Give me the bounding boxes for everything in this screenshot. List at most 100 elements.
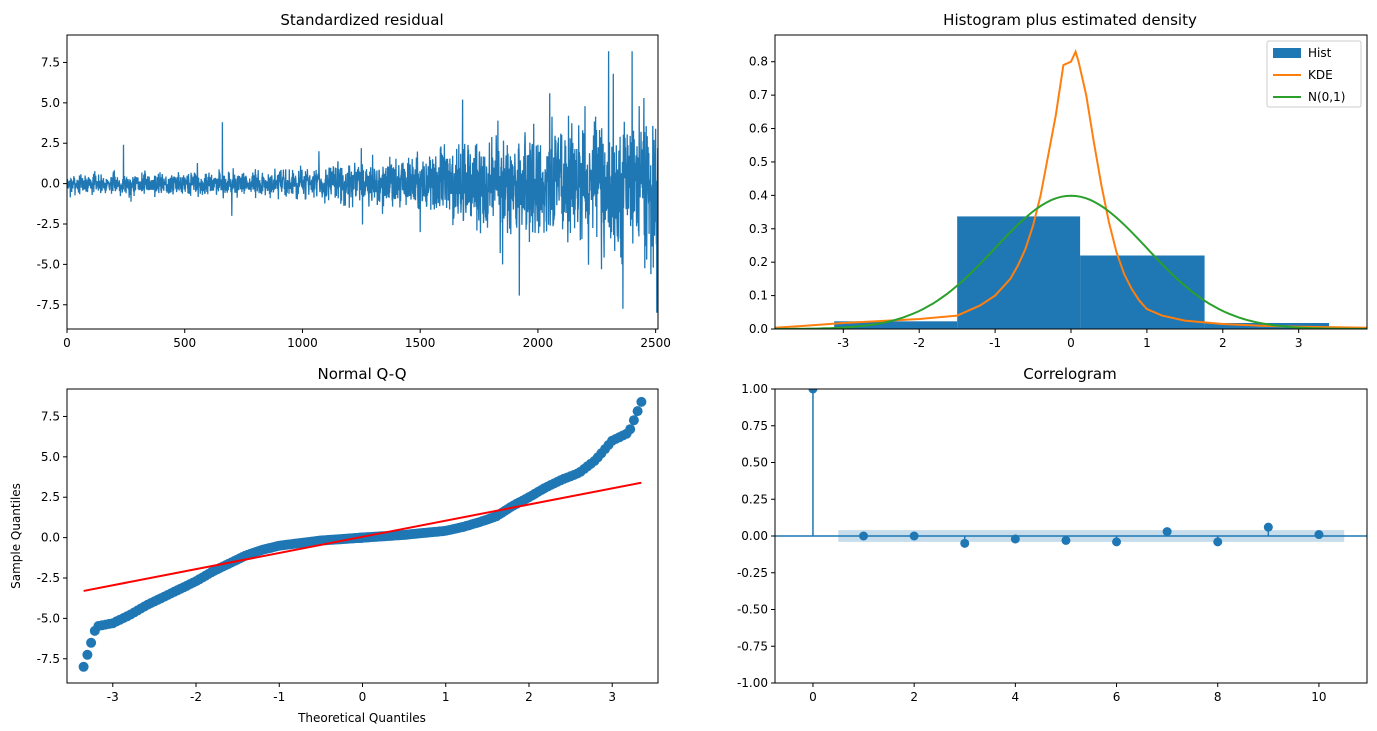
acf-marker bbox=[1314, 530, 1324, 540]
x-axis-label: Theoretical Quantiles bbox=[297, 711, 426, 725]
acf-marker bbox=[1162, 527, 1172, 537]
panel-histogram-density: Histogram plus estimated density -3 -2 -1 0… bbox=[749, 11, 1368, 350]
acf-marker bbox=[1112, 537, 1122, 547]
y-tick-label: 0.5 bbox=[749, 155, 768, 169]
x-tick-label: 4 bbox=[1012, 690, 1020, 704]
x-tick-label: 1 bbox=[442, 690, 450, 704]
y-tick-label: 0.8 bbox=[749, 55, 768, 69]
y-tick-label: 0.1 bbox=[749, 289, 768, 303]
y-tick-label: 0.0 bbox=[749, 322, 768, 336]
acf-marker bbox=[1213, 537, 1223, 547]
y-tick-label: -7.5 bbox=[37, 652, 60, 666]
acf-marker bbox=[808, 389, 818, 394]
y-tick-label: -2.5 bbox=[37, 571, 60, 585]
histogram-bar bbox=[1080, 255, 1205, 329]
y-tick-label: 7.5 bbox=[41, 409, 60, 423]
x-tick-label: 0 bbox=[1067, 336, 1075, 350]
y-tick-label: 0.50 bbox=[741, 456, 768, 470]
qq-point bbox=[625, 424, 636, 435]
acf-marker bbox=[859, 531, 869, 541]
axes-frame bbox=[66, 34, 659, 330]
x-tick-label: 2000 bbox=[523, 336, 554, 350]
legend-normal-label: N(0,1) bbox=[1308, 90, 1345, 104]
x-tick-label: 0 bbox=[63, 336, 71, 350]
x-tick-label: 500 bbox=[173, 336, 196, 350]
y-tick-label: 0.25 bbox=[741, 492, 768, 506]
qq-point bbox=[82, 649, 93, 660]
y-tick-label: -0.25 bbox=[737, 566, 768, 580]
x-tick-label: 2 bbox=[1219, 336, 1227, 350]
x-tick-label: -3 bbox=[837, 336, 849, 350]
y-tick-label: 5.0 bbox=[41, 450, 60, 464]
y-tick-label: 0.3 bbox=[749, 222, 768, 236]
y-tick-label: 1.00 bbox=[741, 382, 768, 396]
x-tick-label: 10 bbox=[1311, 690, 1326, 704]
x-tick-label: -2 bbox=[190, 690, 202, 704]
title-standardized-residual: Standardized residual bbox=[280, 11, 443, 29]
title-normal-qq: Normal Q-Q bbox=[317, 365, 406, 383]
y-tick-label: -0.50 bbox=[737, 603, 768, 617]
legend-kde-label: KDE bbox=[1308, 68, 1333, 82]
y-tick-label: -5.0 bbox=[37, 611, 60, 625]
title-histogram-density: Histogram plus estimated density bbox=[943, 11, 1197, 29]
panel-standardized-residual: Standardized residual 0 500 1000 1500 2000 25… bbox=[37, 11, 671, 350]
qq-point bbox=[636, 396, 647, 407]
y-tick-label: -1.00 bbox=[737, 676, 768, 690]
histogram-bar bbox=[957, 216, 1081, 329]
title-correlogram: Correlogram bbox=[1023, 365, 1116, 383]
x-tick-label: 1000 bbox=[287, 336, 318, 350]
x-tick-label: 2500 bbox=[640, 336, 671, 350]
legend-hist-swatch bbox=[1273, 48, 1301, 58]
y-tick-label: 7.5 bbox=[41, 55, 60, 69]
y-tick-label: 2.5 bbox=[41, 136, 60, 150]
x-tick-label: 3 bbox=[608, 690, 616, 704]
y-tick-label: -5.0 bbox=[37, 257, 60, 271]
y-tick-label: 0.00 bbox=[741, 529, 768, 543]
qq-point bbox=[632, 406, 643, 417]
x-tick-label: 0 bbox=[359, 690, 367, 704]
acf-marker bbox=[1263, 522, 1273, 532]
x-tick-label: -2 bbox=[913, 336, 925, 350]
qq-point bbox=[628, 415, 639, 426]
kde-line bbox=[775, 48, 1367, 329]
y-tick-label: 0.75 bbox=[741, 419, 768, 433]
panel-correlogram: Correlogram 0 2 4 6 8 10 -1.00 -0.75 -0.50 -0.25 0… bbox=[737, 365, 1368, 704]
y-tick-label: -0.75 bbox=[737, 639, 768, 653]
acf-marker bbox=[1010, 534, 1020, 544]
qq-reference-line bbox=[83, 481, 642, 592]
x-tick-label: 0 bbox=[809, 690, 817, 704]
legend: Hist KDE N(0,1) bbox=[1266, 40, 1362, 108]
y-tick-label: 0.4 bbox=[749, 188, 768, 202]
x-tick-label: 6 bbox=[1113, 690, 1121, 704]
x-tick-label: 2 bbox=[525, 690, 533, 704]
y-tick-label: 2.5 bbox=[41, 490, 60, 504]
x-tick-label: 1 bbox=[1143, 336, 1151, 350]
x-tick-label: 8 bbox=[1214, 690, 1222, 704]
y-tick-label: 0.0 bbox=[41, 531, 60, 545]
y-axis-label: Sample Quantiles bbox=[9, 483, 23, 589]
legend-hist-label: Hist bbox=[1308, 46, 1332, 60]
y-tick-label: 0.7 bbox=[749, 88, 768, 102]
residual-series-line bbox=[67, 51, 658, 313]
y-tick-label: -7.5 bbox=[37, 298, 60, 312]
x-tick-label: 1500 bbox=[405, 336, 436, 350]
x-tick-label: 2 bbox=[910, 690, 918, 704]
qq-point bbox=[78, 661, 89, 672]
panel-normal-qq: Normal Q-Q -3 -2 -1 0 1 2 3 -7.5 -5.0 -2.5 0.0 2.5 5… bbox=[9, 365, 659, 725]
y-tick-label: 0.0 bbox=[41, 177, 60, 191]
normal-pdf-line bbox=[775, 194, 1367, 329]
qq-point bbox=[86, 637, 97, 648]
histogram-bar bbox=[834, 321, 958, 329]
x-tick-label: -1 bbox=[273, 690, 285, 704]
x-tick-label: -1 bbox=[989, 336, 1001, 350]
y-tick-label: -2.5 bbox=[37, 217, 60, 231]
y-tick-label: 5.0 bbox=[41, 96, 60, 110]
acf-marker bbox=[960, 538, 970, 548]
y-tick-label: 0.6 bbox=[749, 122, 768, 136]
x-tick-label: 3 bbox=[1295, 336, 1303, 350]
acf-marker bbox=[1061, 535, 1071, 545]
y-tick-label: 0.2 bbox=[749, 255, 768, 269]
x-tick-label: -3 bbox=[107, 690, 119, 704]
